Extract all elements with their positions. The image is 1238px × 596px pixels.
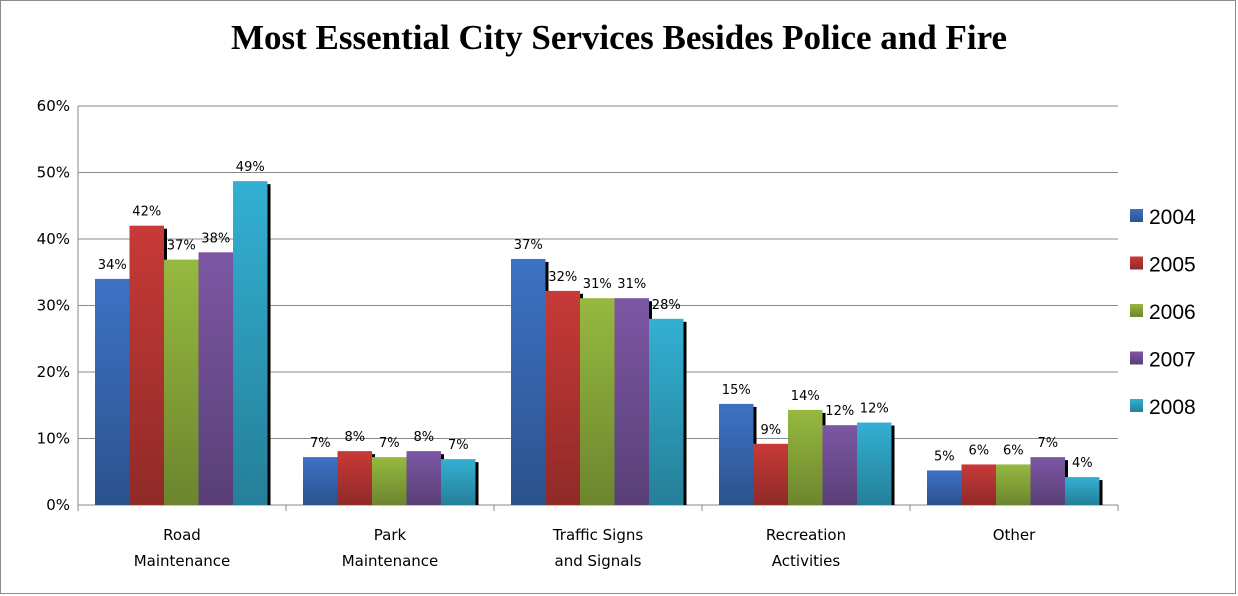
bar-2006 xyxy=(164,259,199,505)
data-label: 34% xyxy=(98,258,127,273)
data-label: 7% xyxy=(1037,436,1058,451)
x-tick-label: Other xyxy=(993,526,1036,544)
data-label: 15% xyxy=(722,383,751,398)
bar-2006 xyxy=(788,409,823,505)
x-tick-label: Traffic Signs xyxy=(552,526,644,544)
legend-label-2005: 2005 xyxy=(1149,254,1196,277)
bar-2007 xyxy=(198,252,233,505)
x-tick-label: and Signals xyxy=(555,552,642,570)
data-label: 12% xyxy=(825,404,854,419)
legend-swatch-2005 xyxy=(1130,256,1143,270)
legend-label-2007: 2007 xyxy=(1149,349,1196,372)
legend-label-2004: 2004 xyxy=(1149,206,1196,229)
x-tick-label: Maintenance xyxy=(134,552,231,570)
legend-swatch-2008 xyxy=(1130,399,1143,412)
data-label: 31% xyxy=(617,277,646,292)
data-label: 14% xyxy=(791,389,820,404)
data-label: 32% xyxy=(548,270,577,285)
bar-2007 xyxy=(614,298,649,505)
y-tick-label: 30% xyxy=(37,297,70,315)
bar-2005 xyxy=(961,464,996,505)
y-tick-label: 60% xyxy=(37,97,70,115)
x-tick-label: Recreation xyxy=(766,526,846,544)
x-tick-label: Activities xyxy=(772,552,841,570)
data-label: 4% xyxy=(1072,456,1093,471)
legend-swatch-2004 xyxy=(1130,209,1143,222)
data-label: 9% xyxy=(760,423,781,438)
bar-2004 xyxy=(95,278,130,505)
chart-title: Most Essential City Services Besides Pol… xyxy=(230,18,1008,57)
bar-2006 xyxy=(372,457,407,505)
bar-2006 xyxy=(996,464,1031,505)
data-label: 8% xyxy=(344,430,365,445)
data-label: 28% xyxy=(652,298,681,313)
data-label: 31% xyxy=(583,277,612,292)
bar-2008 xyxy=(1065,477,1100,505)
y-tick-label: 0% xyxy=(46,496,70,514)
bar-2008 xyxy=(857,422,892,505)
bar-2004 xyxy=(511,258,546,505)
data-label: 5% xyxy=(934,449,955,464)
x-tick-label: Maintenance xyxy=(342,552,439,570)
y-tick-label: 50% xyxy=(37,164,70,182)
data-label: 12% xyxy=(860,402,889,417)
bar-2004 xyxy=(719,403,754,505)
data-label: 7% xyxy=(310,436,331,451)
legend-swatch-2007 xyxy=(1130,351,1143,365)
bar-2004 xyxy=(303,457,338,505)
bar-2007 xyxy=(406,451,441,505)
bar-2005 xyxy=(545,290,580,505)
bar-2006 xyxy=(580,298,615,505)
bar-2005 xyxy=(129,225,164,505)
bar-2004 xyxy=(927,470,962,505)
data-label: 38% xyxy=(201,231,230,246)
data-label: 49% xyxy=(236,160,265,175)
bar-2005 xyxy=(753,443,788,505)
y-tick-label: 40% xyxy=(37,230,70,248)
legend-swatch-2006 xyxy=(1130,304,1143,317)
data-label: 7% xyxy=(448,438,469,453)
bar-2007 xyxy=(1030,457,1065,505)
bar-2005 xyxy=(337,451,372,505)
data-label: 37% xyxy=(167,239,196,254)
y-tick-label: 20% xyxy=(37,363,70,381)
data-label: 42% xyxy=(132,205,161,220)
data-label: 7% xyxy=(379,436,400,451)
bar-2008 xyxy=(649,318,684,505)
legend-label-2008: 2008 xyxy=(1149,396,1196,419)
x-tick-label: Road xyxy=(163,526,201,544)
data-label: 6% xyxy=(968,443,989,458)
bar-2007 xyxy=(822,425,857,505)
y-tick-label: 10% xyxy=(37,430,70,448)
bar-2008 xyxy=(233,181,268,505)
x-tick-label: Park xyxy=(374,526,407,544)
data-label: 8% xyxy=(413,430,434,445)
legend-label-2006: 2006 xyxy=(1149,301,1196,324)
bar-2008 xyxy=(441,459,476,505)
data-label: 37% xyxy=(514,238,543,253)
data-label: 6% xyxy=(1003,443,1024,458)
